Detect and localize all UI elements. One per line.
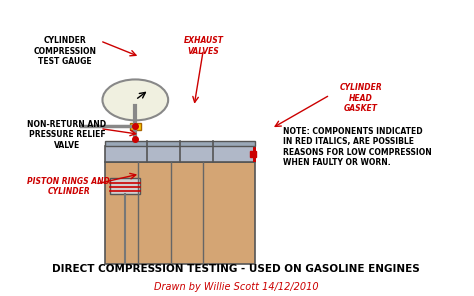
Circle shape [102, 79, 168, 120]
Bar [105, 146, 255, 162]
Text: DIRECT COMPRESSION TESTING - USED ON GASOLINE ENGINES: DIRECT COMPRESSION TESTING - USED ON GAS… [52, 265, 420, 274]
Text: Drawn by Willie Scott 14/12/2010: Drawn by Willie Scott 14/12/2010 [154, 282, 319, 292]
Text: EXHAUST
VALVES: EXHAUST VALVES [183, 36, 223, 56]
Text: NOTE: COMPONENTS INDICATED
IN RED ITALICS, ARE POSSIBLE
REASONS FOR LOW COMPRESS: NOTE: COMPONENTS INDICATED IN RED ITALIC… [283, 127, 432, 167]
Bar [109, 178, 140, 194]
Text: CYLINDER
HEAD
GASKET: CYLINDER HEAD GASKET [339, 83, 382, 113]
Bar [105, 141, 255, 146]
Text: PISTON RINGS AND
CYLINDER: PISTON RINGS AND CYLINDER [27, 177, 110, 196]
Text: CYLINDER
COMPRESSION
TEST GAUGE: CYLINDER COMPRESSION TEST GAUGE [34, 36, 96, 66]
Bar [253, 146, 256, 162]
Text: NON-RETURN AND
PRESSURE RELIEF
VALVE: NON-RETURN AND PRESSURE RELIEF VALVE [27, 120, 107, 149]
Bar [105, 162, 255, 265]
Bar [130, 123, 141, 130]
